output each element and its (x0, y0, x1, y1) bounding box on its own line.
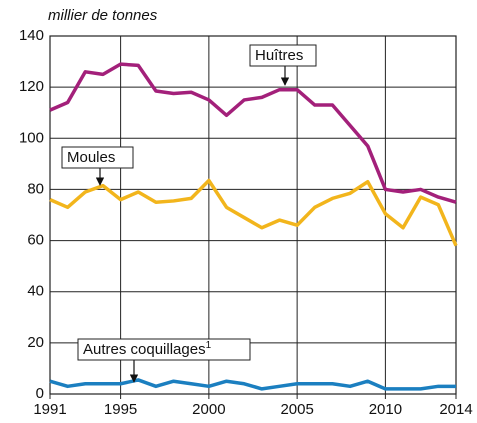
series-label: Autres coquillages1 (83, 340, 212, 358)
x-tick-label: 2014 (439, 401, 472, 418)
y-tick-label: 20 (27, 334, 44, 351)
series-note: 1 (206, 340, 212, 351)
x-tick-label: 1995 (104, 401, 137, 418)
series-name: Moules (67, 149, 115, 166)
annotation-box (249, 44, 317, 67)
y-tick-label: 120 (19, 78, 44, 95)
series-name: Autres coquillages (83, 341, 206, 358)
y-tick-label: 60 (27, 232, 44, 249)
y-tick-label: 40 (27, 283, 44, 300)
annotation-box (61, 146, 134, 169)
series-label: Huîtres (255, 47, 303, 64)
x-tick-label: 2010 (369, 401, 402, 418)
plot-frame (49, 35, 457, 395)
y-axis-label: millier de tonnes (48, 7, 158, 24)
y-tick-label: 100 (19, 129, 44, 146)
annotation-box (77, 338, 251, 361)
series-name: Huîtres (255, 47, 303, 64)
y-tick-label: 0 (36, 385, 44, 402)
series-line (49, 62, 457, 204)
series-line (49, 378, 456, 391)
y-tick-label: 140 (19, 27, 44, 44)
x-tick-label: 2000 (192, 401, 225, 418)
series-label: Moules (67, 149, 115, 166)
series-line (49, 178, 458, 247)
x-tick-label: 1991 (33, 401, 66, 418)
x-tick-label: 2005 (280, 401, 313, 418)
y-tick-label: 80 (27, 180, 44, 197)
